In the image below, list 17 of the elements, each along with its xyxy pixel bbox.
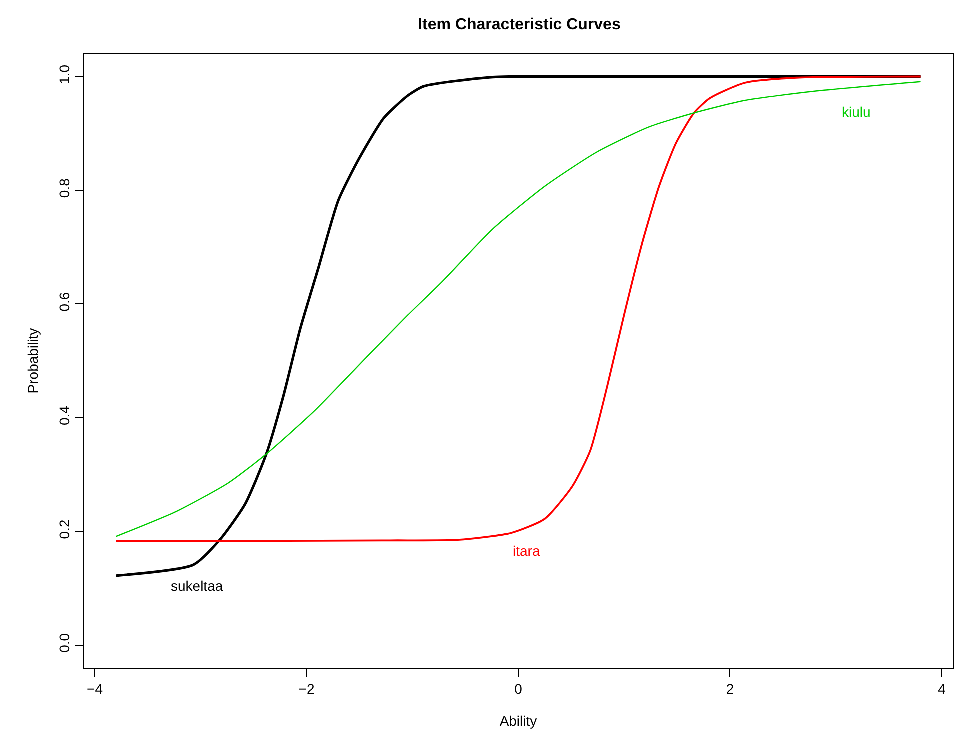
y-tick-label: 0.2	[56, 520, 72, 540]
x-tick-label: 0	[514, 680, 523, 697]
y-tick-label: 0.6	[56, 292, 72, 312]
x-tick-label: −2	[298, 680, 315, 697]
x-tick-label: 2	[726, 680, 734, 697]
y-axis-title: Probability	[25, 328, 41, 394]
series-label: kiulu	[842, 104, 871, 120]
y-tick-label: 0.8	[56, 178, 72, 198]
x-axis-title: Ability	[500, 713, 538, 730]
y-tick-label: 0.0	[56, 633, 72, 653]
x-tick-label: 4	[938, 680, 946, 697]
y-tick-label: 1.0	[56, 64, 72, 84]
series-label: sukeltaa	[171, 578, 224, 594]
chart-title: Item Characteristic Curves	[418, 16, 621, 34]
y-tick-label: 0.4	[56, 406, 72, 426]
x-tick-label: −4	[87, 680, 104, 697]
series-label: itara	[513, 543, 540, 559]
